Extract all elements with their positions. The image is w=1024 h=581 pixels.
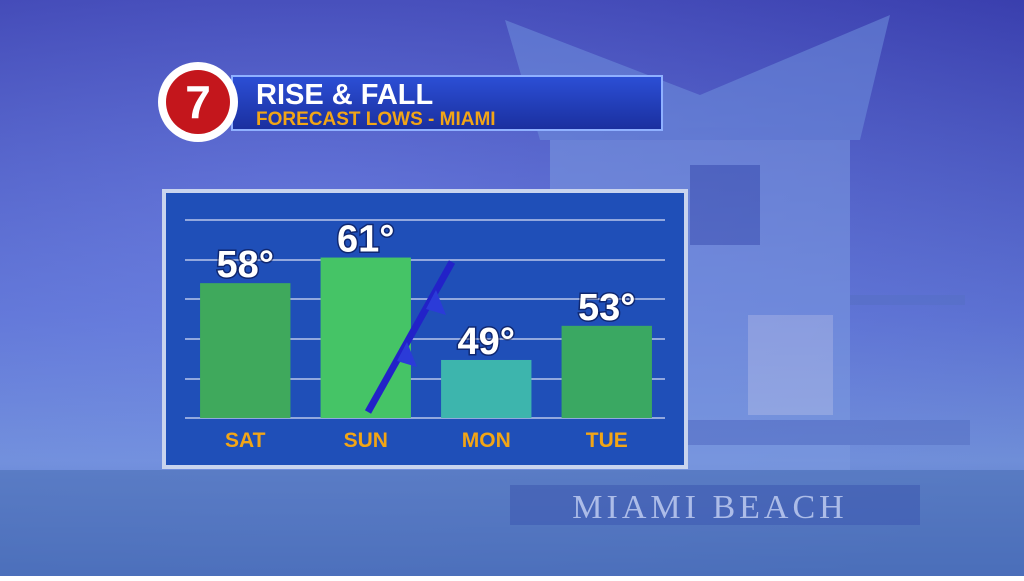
chart-subtitle: FORECAST LOWS - MIAMI bbox=[256, 109, 496, 130]
value-label: 49° bbox=[458, 321, 515, 363]
x-tick-label: TUE bbox=[586, 429, 628, 452]
bar bbox=[441, 359, 532, 418]
labels: 58° SAT 61° SUN 49° MON 53° TUE bbox=[215, 217, 637, 452]
chart-title: RISE & FALL bbox=[256, 79, 433, 111]
bars bbox=[200, 257, 652, 418]
x-tick-label: SAT bbox=[225, 429, 266, 452]
bar bbox=[561, 325, 652, 418]
value-label: 53° bbox=[578, 287, 635, 329]
bar bbox=[200, 283, 291, 418]
value-label: 61° bbox=[337, 219, 394, 261]
logo-disc bbox=[166, 70, 230, 134]
value-label: 58° bbox=[217, 244, 274, 286]
bar bbox=[320, 257, 411, 418]
x-tick-label: SUN bbox=[344, 429, 388, 452]
header-box bbox=[231, 75, 663, 131]
cold-front bbox=[364, 260, 456, 414]
x-tick-label: MON bbox=[462, 429, 511, 452]
logo: 7 bbox=[185, 76, 211, 128]
background-sign: MIAMI BEACH bbox=[572, 489, 847, 526]
